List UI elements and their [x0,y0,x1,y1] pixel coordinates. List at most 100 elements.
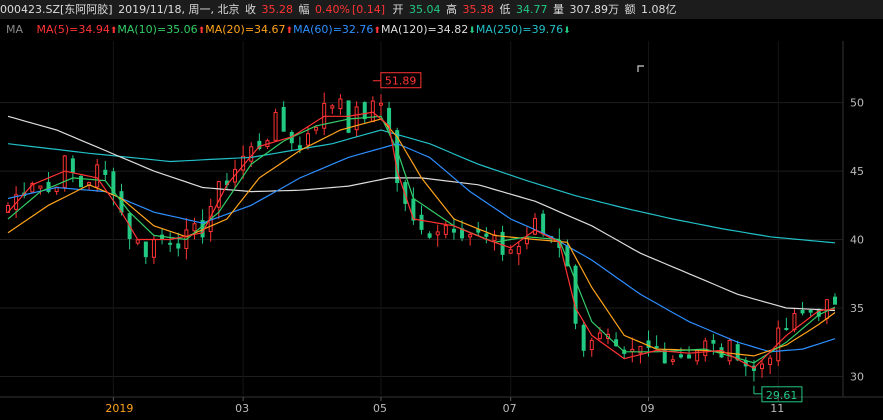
candle-body [597,332,602,340]
candle-body [768,357,773,365]
candle-body [176,243,181,249]
candle-body [403,182,408,204]
candle-body [305,133,310,146]
candle-body [727,339,732,362]
y-tick-label-2: 40 [850,234,864,247]
ma-item-2[interactable]: MA(20)=34.67 [205,23,286,36]
candle-body [216,181,221,208]
candle-body [338,98,343,110]
candle-body [476,229,481,233]
x-tick-label-5: 11 [770,402,784,415]
ma60-line [7,143,836,353]
low-label: 低 [499,3,511,16]
candle-body [484,233,489,237]
arrow-down-icon: ⬇ [563,26,571,36]
amount-label: 额 [624,3,636,16]
candle-body [703,340,708,357]
change-value: 0.40% [314,3,350,16]
candle-body [670,359,675,362]
y-tick-label-0: 30 [850,370,864,383]
ma-items: MA(5)=34.94⬆MA(10)=35.06⬆MA(20)=34.67⬆MA… [37,23,571,36]
low-marker-box [761,386,803,403]
candle-body [468,234,473,238]
candle-body [6,205,10,213]
candle-body [111,171,116,195]
candle-body [808,309,813,313]
open-value: 35.04 [409,3,441,16]
high-marker-box [380,72,422,89]
candle-body [784,327,789,330]
cursor-corner-icon [637,65,644,72]
candle-body [760,363,765,370]
candle-body [800,309,805,314]
open-label: 开 [392,3,404,16]
candle-body [687,354,692,359]
high-label: 高 [446,3,458,16]
ma-item-5[interactable]: MA(250)=39.76 [475,23,564,36]
x-tick-label-1: 03 [235,402,249,415]
candle-body [362,102,367,120]
x-tick-label-3: 07 [503,402,517,415]
candle-body [646,340,651,348]
candle-body [589,339,594,351]
ma-label[interactable]: MA [6,23,24,36]
quote-header: 000423.SZ[东阿阿胶] 2019/11/18, 周一, 北京 收 35.… [0,0,883,19]
volume-label: 量 [553,3,565,16]
candle-body [135,239,140,244]
x-tick-label-0: 2019 [105,402,133,415]
low-value: 34.77 [516,3,548,16]
arrow-up-icon: ⬆ [109,26,118,36]
ma-indicator-bar: MA MA(5)=34.94⬆MA(10)=35.06⬆MA(20)=34.67… [0,19,883,41]
amount-value: 1.08亿 [641,3,677,16]
arrow-up-icon: ⬆ [373,26,381,36]
candle-body [257,140,262,149]
x-tick-label-2: 05 [373,402,387,415]
y-tick-label-3: 45 [850,165,864,178]
candle-body [370,100,375,123]
y-tick-label-4: 50 [850,97,864,110]
candle-body [281,106,286,132]
ma-item-0[interactable]: MA(5)=34.94 [36,23,110,36]
volume-value: 307.89万 [569,3,620,16]
candle-body [30,183,35,193]
arrow-down-icon: ⬇ [468,26,476,36]
candle-body [151,239,156,258]
ma250-line [7,129,836,244]
candle-body [541,213,546,235]
ma-item-1[interactable]: MA(10)=35.06 [117,23,198,36]
candle-body [443,225,448,235]
candle-body [654,346,659,349]
candle-body [70,158,75,174]
candle-body [500,231,505,255]
arrow-up-icon: ⬆ [197,26,206,36]
candle-body [38,185,43,189]
candle-body [516,245,521,255]
ma20-line [7,118,836,357]
candle-body [573,265,578,324]
candle-body [533,217,538,235]
ma5-line [7,111,836,369]
stock-code: 000423.SZ[东阿阿胶] [0,3,113,16]
x-tick-label-4: 09 [641,402,655,415]
high-marker-label: 51.89 [385,75,417,88]
candle-body [427,233,432,238]
candle-body [792,313,797,331]
ma10-line [7,115,836,364]
close-value: 35.28 [261,3,293,16]
y-tick-label-1: 35 [850,302,864,315]
ma-item-4[interactable]: MA(120)=34.82 [380,23,469,36]
quote-date: 2019/11/18, 周一, 北京 [118,3,240,16]
candle-body [638,345,643,354]
candle-body [662,349,667,364]
high-value: 35.38 [462,3,495,16]
candle-body [192,223,197,232]
candle-body [78,176,83,188]
ma-item-3[interactable]: MA(60)=32.76 [293,23,374,36]
low-marker-label: 29.61 [766,389,798,402]
candle-body [419,214,424,230]
close-label: 收 [244,3,256,16]
change-label: 幅 [298,3,310,16]
candle-body [508,249,513,254]
candle-body [103,169,108,175]
